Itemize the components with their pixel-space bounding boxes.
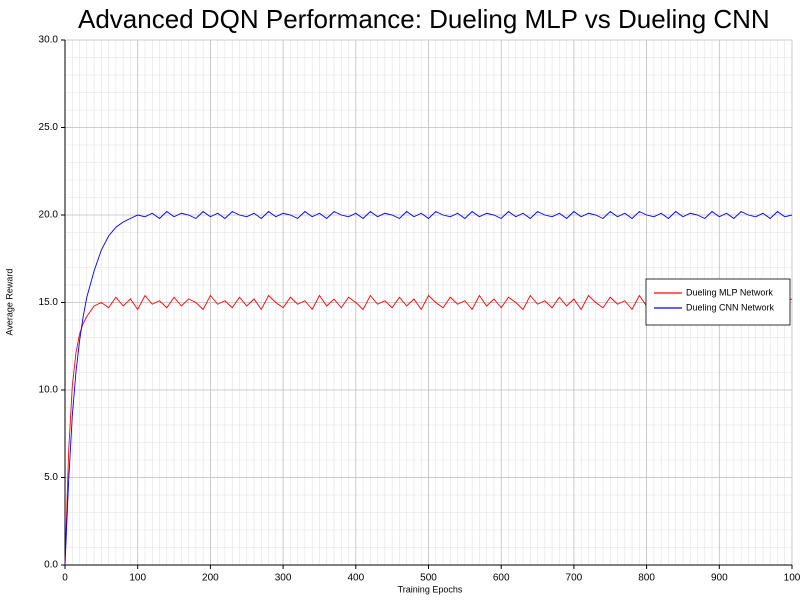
y-tick-label: 30.0 (39, 35, 59, 46)
x-tick-label: 0 (62, 573, 68, 584)
x-tick-label: 700 (566, 573, 583, 584)
x-tick-label: 900 (711, 573, 728, 584)
x-axis-label: Training Epochs (398, 584, 463, 594)
x-tick-label: 300 (275, 573, 292, 584)
x-tick-label: 800 (638, 573, 655, 584)
chart-title: Advanced DQN Performance: Dueling MLP vs… (78, 4, 770, 34)
x-tick-label: 100 (129, 573, 146, 584)
y-tick-label: 20.0 (39, 210, 59, 221)
x-tick-label: 600 (493, 573, 510, 584)
y-tick-label: 15.0 (39, 297, 59, 308)
legend-label: Dueling CNN Network (686, 302, 775, 312)
legend-label: Dueling MLP Network (686, 287, 773, 297)
legend-box (645, 278, 791, 326)
x-tick-label: 500 (420, 573, 437, 584)
data-line (64, 210, 793, 566)
x-tick-label: 100 (784, 573, 800, 584)
y-tick-label: 25.0 (39, 122, 59, 133)
x-tick-label: 200 (202, 573, 219, 584)
y-tick-label: 10.0 (39, 385, 59, 396)
y-axis-label: Average Reward (4, 269, 14, 336)
y-tick-label: 5.0 (44, 472, 58, 483)
x-tick-label: 400 (347, 573, 364, 584)
y-tick-label: 0.0 (44, 560, 58, 571)
